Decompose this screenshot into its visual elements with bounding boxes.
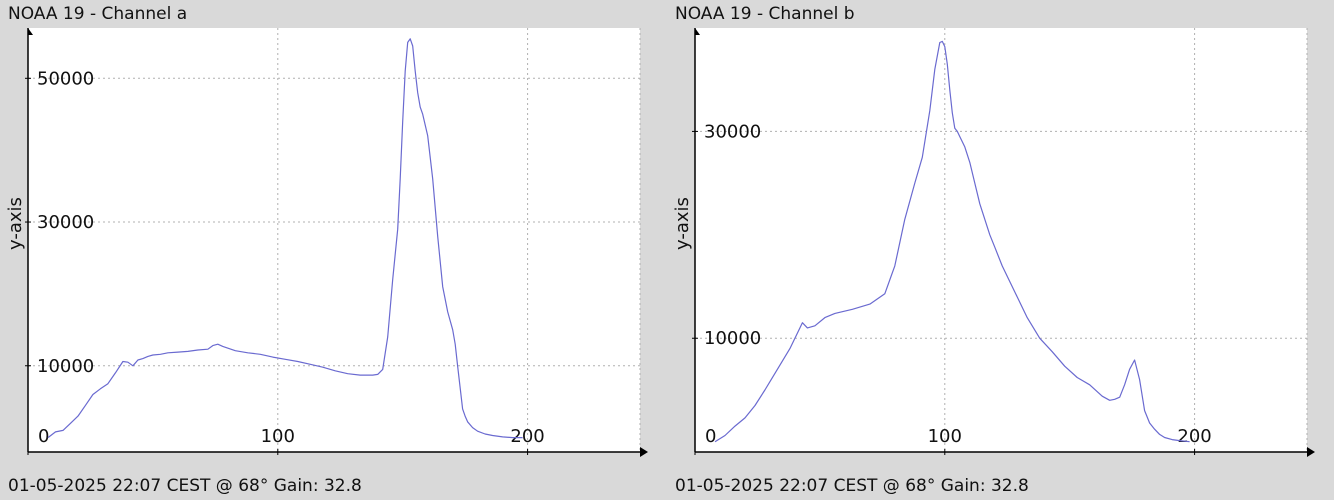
x-tick-label: 200 — [510, 426, 544, 447]
y-axis-arrow — [28, 28, 33, 35]
channel-b-chart: 10000 30000 0 100 200 — [692, 28, 1315, 457]
y-tick-label: 10000 — [704, 328, 761, 349]
chart-title: NOAA 19 - Channel b — [675, 4, 855, 24]
channel-a-panel: 10000 30000 50000 0 100 200 NOAA 19 - Channel… — [5, 4, 648, 496]
x-tick-label: 200 — [1177, 426, 1211, 447]
chart-title: NOAA 19 - Channel a — [8, 4, 188, 24]
y-axis-label: y-axis — [672, 197, 693, 250]
plot-area — [28, 28, 640, 452]
status-footer: 01-05-2025 22:07 CEST @ 68° Gain: 32.8 — [675, 476, 1029, 496]
plot-area — [695, 28, 1307, 452]
x-tick-label: 0 — [705, 426, 716, 447]
y-axis-arrow — [695, 28, 700, 35]
y-tick-label: 50000 — [37, 68, 94, 89]
y-tick-label: 10000 — [37, 356, 94, 377]
y-tick-label: 30000 — [704, 121, 761, 142]
x-axis-arrow — [1307, 447, 1315, 457]
y-tick-label: 30000 — [37, 212, 94, 233]
x-tick-label: 0 — [38, 426, 49, 447]
x-axis-arrow — [640, 447, 648, 457]
series-line — [47, 38, 523, 439]
x-tick-label: 100 — [261, 426, 295, 447]
series-line — [714, 40, 1190, 443]
y-axis-label: y-axis — [5, 197, 26, 250]
x-tick-label: 100 — [928, 426, 962, 447]
status-footer: 01-05-2025 22:07 CEST @ 68° Gain: 32.8 — [8, 476, 362, 496]
channel-a-chart: 10000 30000 50000 0 100 200 — [25, 28, 648, 457]
channel-b-panel: 10000 30000 0 100 200 NOAA 19 - Channel b y-… — [667, 0, 1334, 500]
